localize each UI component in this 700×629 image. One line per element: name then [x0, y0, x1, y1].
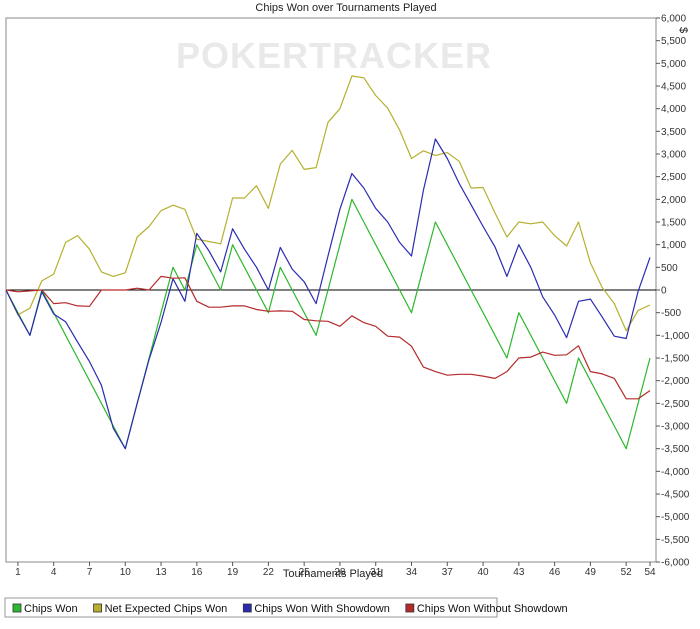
legend-label-chips-won: Chips Won	[24, 603, 78, 615]
legend: Chips Won Net Expected Chips Won Chips Won…	[12, 603, 568, 615]
legend-swatch-chips-won-without-showdown	[405, 603, 415, 613]
x-tick-label: 43	[513, 567, 525, 578]
y-tick-label: 500	[661, 263, 678, 274]
y-tick-label: 3,000	[661, 150, 686, 161]
legend-swatch-chips-won-with-showdown	[242, 603, 252, 613]
y-tick-label: -4,500	[661, 490, 690, 501]
watermark-logo: POKERTRACKER	[176, 35, 492, 76]
y-tick-label: 3,500	[661, 127, 686, 138]
y-tick-label: 2,000	[661, 195, 686, 206]
legend-swatch-chips-won	[12, 603, 22, 613]
x-tick-label: 16	[191, 567, 203, 578]
x-tick-label: 4	[51, 567, 57, 578]
series-line-chips-won-without-showdown	[5, 275, 651, 400]
y-tick-label: -1,000	[661, 331, 690, 342]
y-tick-label: 4,500	[661, 82, 686, 93]
y-tick-label: 4,000	[661, 104, 686, 115]
x-tick-label: 22	[263, 567, 275, 578]
x-tick-label: 10	[120, 567, 132, 578]
x-tick-label: 52	[621, 567, 633, 578]
legend-label-net-expected-chips-won: Net Expected Chips Won	[105, 603, 228, 615]
x-tick-label: 13	[155, 567, 167, 578]
series-line-net-expected-chips-won	[5, 75, 651, 332]
x-tick-label: 37	[442, 567, 454, 578]
legend-swatch-net-expected-chips-won	[93, 603, 103, 613]
y-axis-title: $	[677, 27, 689, 33]
x-tick-label: 34	[406, 567, 418, 578]
x-tick-label: 54	[644, 567, 656, 578]
x-tick-label: 7	[87, 567, 93, 578]
x-tick-label: 28	[334, 567, 346, 578]
y-tick-label: -6,000	[661, 558, 690, 569]
y-tick-label: -5,500	[661, 535, 690, 546]
y-tick-label: 6,000	[661, 14, 686, 25]
y-tick-label: -3,500	[661, 444, 690, 455]
legend-label-chips-won-without-showdown: Chips Won Without Showdown	[417, 603, 568, 615]
series-line-chips-won-with-showdown	[5, 138, 651, 450]
series-lines	[5, 75, 651, 450]
y-tick-label: -500	[661, 308, 681, 319]
chart-title: Chips Won over Tournaments Played	[255, 2, 436, 14]
y-tick-label: 5,500	[661, 36, 686, 47]
y-tick-label: 5,000	[661, 59, 686, 70]
y-tick-label: -1,500	[661, 354, 690, 365]
legend-label-chips-won-with-showdown: Chips Won With Showdown	[254, 603, 390, 615]
x-axis-title: Tournaments Played	[283, 568, 383, 580]
y-tick-label: -2,000	[661, 376, 690, 387]
y-tick-label: -2,500	[661, 399, 690, 410]
x-tick-label: 46	[549, 567, 561, 578]
x-tick-label: 19	[227, 567, 239, 578]
y-tick-label: -5,000	[661, 512, 690, 523]
y-tick-label: 2,500	[661, 172, 686, 183]
x-tick-label: 1	[15, 567, 21, 578]
y-tick-label: 1,500	[661, 218, 686, 229]
x-axis: 1 4 7 10 13 16 19 22 25 28 31 34 37 40 43 46 49 52 54	[15, 562, 656, 578]
y-tick-label: -3,000	[661, 422, 690, 433]
x-tick-label: 40	[478, 567, 490, 578]
series-line-chips-won	[5, 198, 651, 450]
x-tick-label: 49	[585, 567, 597, 578]
x-tick-label: 31	[370, 567, 382, 578]
y-axis: 6,000 5,500 5,000 4,500 4,000 3,500 3,000 2,500…	[656, 14, 690, 569]
x-tick-label: 25	[299, 567, 311, 578]
y-tick-label: 0	[661, 286, 667, 297]
y-tick-label: -4,000	[661, 467, 690, 478]
y-tick-label: 1,000	[661, 240, 686, 251]
